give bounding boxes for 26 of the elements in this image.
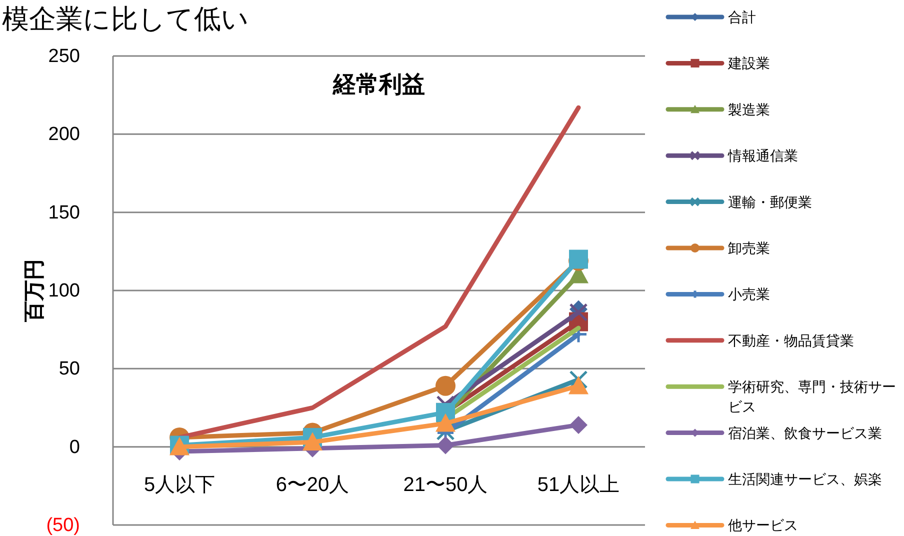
legend-label: 運輸・郵便業: [728, 194, 812, 210]
legend-label: 卸売業: [728, 240, 770, 256]
legend-label: 情報通信業: [727, 148, 798, 164]
x-tick-label: 21〜50人: [403, 474, 488, 496]
y-tick-label: 100: [48, 280, 80, 302]
legend-label: 建設業: [727, 55, 770, 72]
text: 経常利益: [332, 71, 425, 97]
text: 模企業に比して低い: [2, 4, 249, 34]
legend-label: 他サービス: [728, 517, 798, 534]
y-tick-label: 250: [48, 46, 80, 67]
y-tick-label: 200: [48, 124, 80, 146]
y-tick-label: 150: [48, 202, 80, 224]
x-tick-label: 6〜20人: [276, 474, 350, 496]
legend-label: 生活関連サービス、娯楽: [728, 471, 882, 487]
legend-label: 製造業: [728, 101, 770, 118]
y-tick-label: 50: [58, 358, 80, 380]
legend-label: 不動産・物品賃貸業: [728, 332, 854, 348]
legend-label: 合計: [728, 9, 756, 25]
y-tick-label: 0: [69, 436, 80, 458]
y-axis-title: 百万円: [23, 259, 46, 323]
x-tick-label: 51人以上: [537, 474, 620, 496]
legend-label: 宿泊業、飲食サービス業: [728, 424, 882, 441]
y-tick-label: (50): [46, 515, 80, 536]
legend-label: 学術研究、専門・技術サービス: [728, 378, 896, 415]
legend-label: 小売業: [728, 286, 770, 302]
x-tick-label: 5人以下: [144, 474, 216, 496]
